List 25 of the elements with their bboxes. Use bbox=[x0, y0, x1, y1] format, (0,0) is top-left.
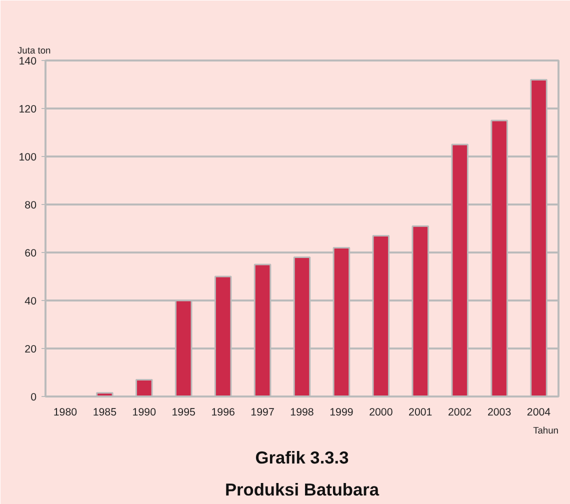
x-axis-title: Tahun bbox=[533, 426, 559, 436]
x-tick-label: 1997 bbox=[250, 406, 274, 418]
x-tick-label: 2000 bbox=[369, 406, 393, 418]
y-tick-label: 140 bbox=[18, 56, 37, 68]
x-tick-label: 2003 bbox=[487, 406, 512, 418]
y-tick-label: 20 bbox=[24, 344, 37, 356]
y-tick-label: 120 bbox=[18, 104, 37, 116]
y-tick-label: 40 bbox=[24, 296, 37, 308]
x-tick-label: 1996 bbox=[211, 406, 236, 418]
x-tick-label: 1998 bbox=[290, 406, 314, 418]
x-tick-label: 1980 bbox=[53, 406, 78, 418]
y-axis-title: Juta ton bbox=[18, 46, 51, 56]
text: Grafik 3.3.3 bbox=[255, 448, 350, 468]
y-tick-label: 100 bbox=[18, 152, 37, 164]
x-tick-label: 1999 bbox=[330, 406, 354, 418]
text: Produksi Batubara bbox=[224, 480, 380, 500]
y-tick-label: 80 bbox=[24, 200, 37, 212]
y-tick-label: 60 bbox=[24, 248, 37, 260]
x-tick-label: 1990 bbox=[132, 406, 156, 418]
x-tick-label: 2002 bbox=[448, 406, 472, 418]
y-tick-label: 0 bbox=[30, 392, 37, 404]
x-tick-label: 2001 bbox=[408, 406, 432, 418]
x-tick-label: 1985 bbox=[92, 406, 117, 418]
x-tick-label: 2004 bbox=[526, 406, 551, 418]
x-tick-label: 1995 bbox=[172, 406, 196, 418]
